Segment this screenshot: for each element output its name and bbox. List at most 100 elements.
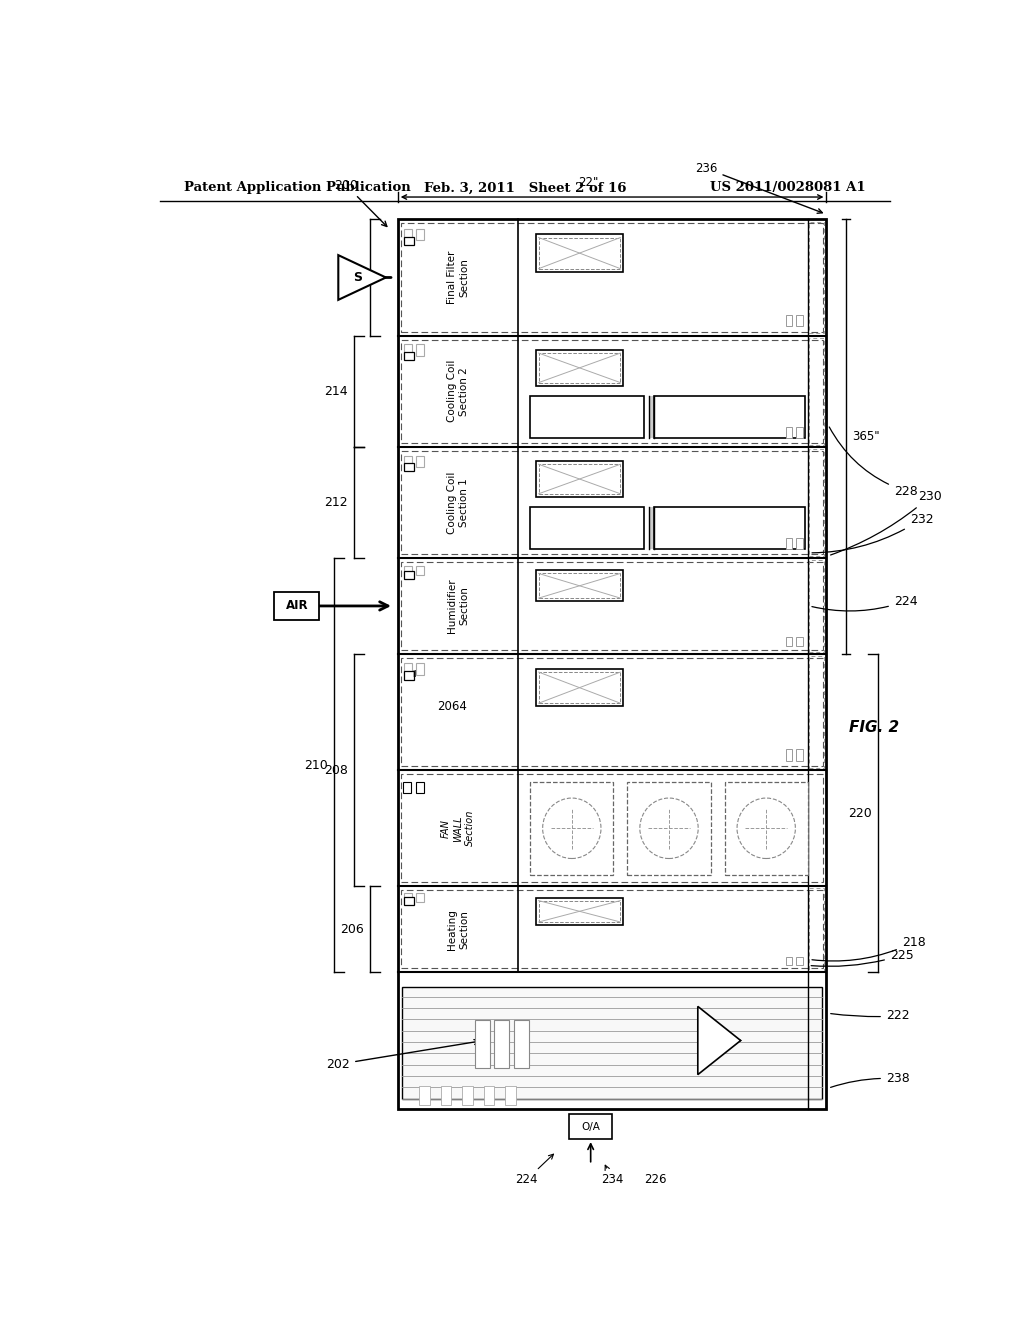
Text: Heating
Section: Heating Section <box>446 909 469 950</box>
Bar <box>539 672 621 704</box>
Bar <box>462 1085 473 1105</box>
Text: 224: 224 <box>515 1154 553 1187</box>
Bar <box>404 570 414 579</box>
Bar <box>404 236 414 246</box>
Bar <box>809 222 824 333</box>
Text: 212: 212 <box>325 496 348 508</box>
Bar <box>539 238 621 269</box>
Text: 216: 216 <box>340 271 364 284</box>
Text: II: II <box>413 671 417 680</box>
Bar <box>404 455 412 467</box>
Text: 208: 208 <box>324 764 348 776</box>
Text: Cooling Coil
Section 2: Cooling Coil Section 2 <box>446 360 469 422</box>
Text: 365": 365" <box>853 430 881 444</box>
Text: 238: 238 <box>830 1072 909 1088</box>
Bar <box>809 338 824 445</box>
Text: 236: 236 <box>695 162 822 214</box>
Bar <box>403 781 411 793</box>
Bar <box>539 573 621 598</box>
Bar <box>404 663 412 675</box>
Bar <box>539 354 621 383</box>
Bar <box>537 235 623 272</box>
Bar <box>797 314 803 326</box>
Bar <box>809 449 824 556</box>
Bar <box>419 1085 430 1105</box>
Bar <box>404 351 414 360</box>
Bar <box>785 957 793 965</box>
Bar <box>785 426 793 438</box>
Bar <box>653 507 805 549</box>
Bar <box>785 314 793 326</box>
Text: 234: 234 <box>601 1166 624 1187</box>
Bar <box>537 350 623 385</box>
Text: 200: 200 <box>334 180 387 227</box>
Bar <box>401 562 823 649</box>
Bar <box>416 781 424 793</box>
Text: Cooling Coil
Section 1: Cooling Coil Section 1 <box>446 471 469 533</box>
Bar <box>539 465 621 494</box>
Polygon shape <box>697 1006 740 1074</box>
Bar <box>401 891 823 969</box>
Bar <box>628 781 711 875</box>
Text: 220: 220 <box>848 807 871 820</box>
Bar <box>537 461 623 496</box>
Bar <box>416 228 424 240</box>
Bar <box>404 228 412 240</box>
Bar <box>530 507 644 549</box>
Bar <box>539 900 621 921</box>
Text: 232: 232 <box>812 512 933 553</box>
Bar <box>649 507 652 549</box>
Bar <box>537 669 623 706</box>
Bar <box>537 570 623 601</box>
Text: 228: 228 <box>829 426 918 498</box>
Bar <box>401 451 823 554</box>
Bar <box>537 898 623 925</box>
Text: 225: 225 <box>811 949 913 966</box>
Bar <box>404 671 414 680</box>
Text: 224: 224 <box>812 594 918 611</box>
Bar <box>530 781 613 875</box>
Text: AIR: AIR <box>286 599 308 612</box>
Bar <box>416 566 424 576</box>
Bar <box>505 1085 516 1105</box>
Bar <box>797 426 803 438</box>
Bar <box>416 663 424 675</box>
Text: 206: 206 <box>340 923 364 936</box>
Bar <box>785 750 793 760</box>
Bar <box>725 781 808 875</box>
Bar <box>401 223 823 331</box>
Bar <box>404 463 414 471</box>
Bar <box>797 957 803 965</box>
Bar <box>440 1085 452 1105</box>
Text: FIG. 2: FIG. 2 <box>849 721 899 735</box>
Bar <box>530 396 644 438</box>
Bar <box>649 396 652 438</box>
Text: Feb. 3, 2011   Sheet 2 of 16: Feb. 3, 2011 Sheet 2 of 16 <box>424 181 626 194</box>
Text: 202: 202 <box>327 1040 479 1071</box>
Text: 210: 210 <box>304 759 328 772</box>
Bar <box>401 775 823 882</box>
Bar <box>785 636 793 647</box>
Polygon shape <box>338 255 386 300</box>
Text: O/A: O/A <box>582 1122 600 1131</box>
Bar <box>809 888 824 970</box>
Text: 2064: 2064 <box>437 700 467 713</box>
Text: S: S <box>353 271 361 284</box>
Bar <box>495 1020 509 1068</box>
Bar <box>797 539 803 549</box>
Bar <box>809 560 824 652</box>
Text: Patent Application Publication: Patent Application Publication <box>183 181 411 194</box>
Bar <box>513 1020 528 1068</box>
Text: 218: 218 <box>812 936 926 961</box>
FancyBboxPatch shape <box>274 591 319 620</box>
Bar <box>569 1114 612 1139</box>
Bar <box>416 894 424 902</box>
Bar <box>416 455 424 467</box>
Bar <box>416 345 424 355</box>
Bar <box>483 1085 495 1105</box>
Bar <box>404 896 414 906</box>
Bar <box>404 894 412 902</box>
Text: 22": 22" <box>579 176 598 189</box>
Text: Final Filter
Section: Final Filter Section <box>446 251 469 304</box>
Text: Humidifier
Section: Humidifier Section <box>446 578 469 634</box>
